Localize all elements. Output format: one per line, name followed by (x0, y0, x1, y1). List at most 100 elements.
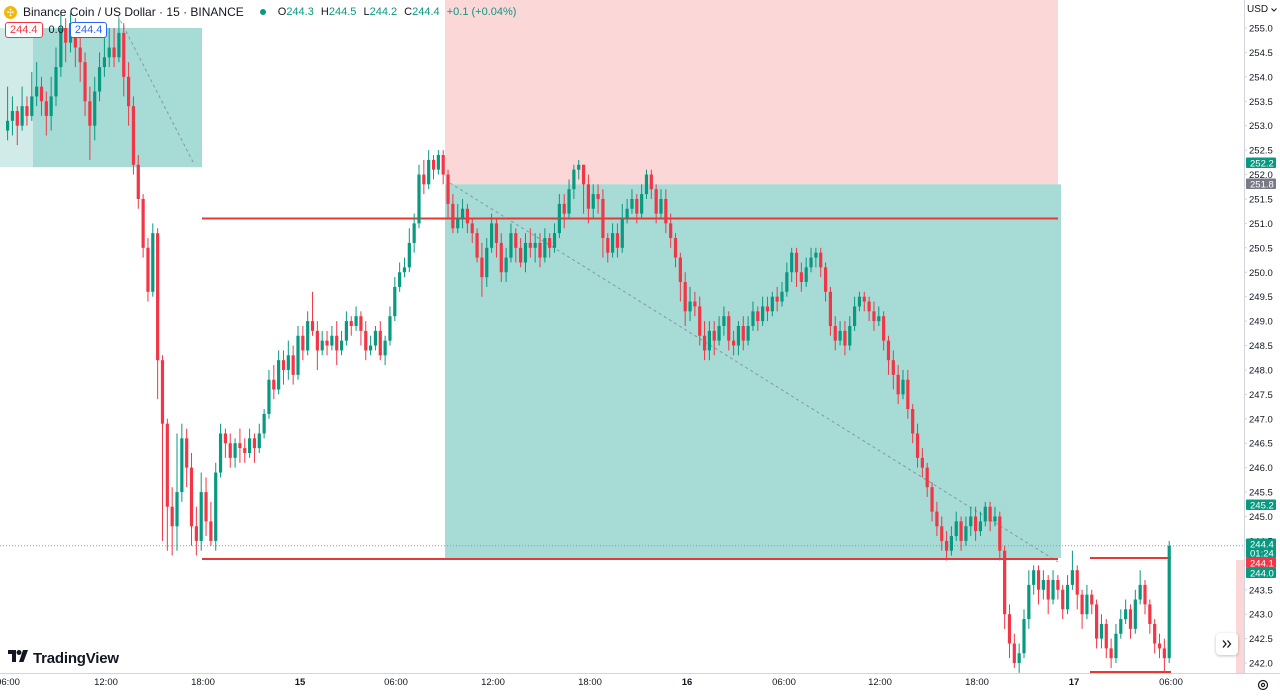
candle-up (233, 443, 237, 458)
candle-down (378, 330, 382, 356)
candle-down (252, 438, 257, 449)
candle-up (35, 86, 39, 97)
candle-up (436, 155, 440, 170)
price-axis-label: 244.1 (1250, 559, 1274, 570)
candle-down (635, 198, 639, 214)
candle-up (978, 521, 983, 532)
tradingview-logo[interactable]: TradingView (8, 649, 119, 667)
candle-down (959, 521, 963, 541)
candle-up (296, 335, 300, 375)
candle-down (44, 101, 48, 116)
price-axis-bg (1244, 0, 1280, 698)
candle-down (1157, 643, 1162, 649)
candle-down (25, 106, 29, 116)
candle-down (548, 238, 552, 248)
x-tick-label: 12:00 (94, 677, 118, 688)
candle-up (504, 257, 508, 273)
buy-button[interactable]: 244.4 (69, 22, 108, 38)
candle-down (596, 194, 600, 199)
candle-down (756, 311, 760, 322)
candle-up (1065, 584, 1070, 610)
candle-up (688, 301, 692, 312)
currency-selector[interactable]: USD (1247, 4, 1277, 15)
candle-down (896, 374, 900, 395)
candle-down (281, 360, 286, 370)
candle-down (867, 301, 871, 312)
trend-line-dashed (114, 9, 194, 163)
candle-down (702, 335, 707, 351)
sell-button[interactable]: 244.4 (5, 22, 43, 38)
settings-gear-icon[interactable] (1256, 678, 1270, 692)
y-tick-label: 246.5 (1249, 439, 1273, 450)
candle-down (664, 198, 668, 224)
candle-up (1138, 584, 1142, 600)
candle-down (315, 330, 319, 351)
candle-up (102, 57, 106, 68)
price-axis-label: 251.8 (1250, 180, 1274, 191)
candle-up (611, 233, 615, 253)
position-stop-zone-right (1236, 560, 1244, 673)
candle-up (964, 526, 968, 541)
price-axis-label: 252.2 (1250, 159, 1274, 170)
tradingview-logo-text: TradingView (33, 649, 119, 667)
candle-up (1119, 619, 1123, 634)
candle-up (320, 340, 324, 351)
candle-down (935, 511, 939, 527)
candle-down (470, 223, 474, 234)
double-chevron-right-icon (1222, 637, 1232, 651)
symbol-legend: Binance Coin / US Dollar · 15 · BINANCE … (4, 3, 516, 21)
x-tick-label: 15 (295, 677, 306, 688)
candle-down (669, 223, 673, 239)
candle-up (1027, 584, 1031, 620)
candle-down (1075, 570, 1079, 595)
candle-down (727, 316, 731, 341)
y-tick-label: 254.5 (1249, 48, 1273, 59)
candle-up (620, 218, 624, 248)
candle-down (1036, 570, 1041, 590)
candle-down (673, 238, 678, 258)
candle-up (949, 536, 953, 551)
scroll-to-realtime-button[interactable] (1216, 633, 1238, 655)
candle-down (194, 526, 198, 541)
symbol-title[interactable]: Binance Coin / US Dollar · 15 · BINANCE (23, 5, 244, 19)
y-tick-label: 245.5 (1249, 488, 1273, 499)
candle-up (983, 506, 987, 522)
candle-down (799, 272, 803, 283)
candle-down (794, 252, 799, 273)
candle-up (175, 492, 179, 527)
candle-down (238, 443, 242, 449)
ohlc-high: 244.5 (328, 6, 357, 18)
candle-down (185, 438, 189, 468)
candle-down (944, 540, 949, 551)
candle-down (872, 311, 876, 322)
candle-up (1167, 545, 1171, 659)
y-tick-label: 252.5 (1249, 146, 1273, 157)
candle-up (567, 189, 571, 214)
candle-up (354, 316, 358, 326)
candle-up (533, 242, 537, 248)
candle-down (649, 174, 653, 190)
candle-up (785, 272, 789, 292)
candle-down (1095, 604, 1099, 639)
candle-down (422, 174, 426, 185)
candle-down (843, 330, 847, 346)
x-tick-label: 06:00 (1159, 677, 1183, 688)
x-tick-label: 18:00 (191, 677, 215, 688)
y-tick-label: 247.5 (1249, 390, 1273, 401)
candle-up (993, 516, 997, 522)
candle-up (523, 242, 528, 263)
y-tick-label: 245.0 (1249, 512, 1273, 523)
candle-down (693, 301, 697, 307)
y-tick-label: 253.5 (1249, 97, 1273, 108)
candle-up (1070, 570, 1074, 585)
candle-up (630, 198, 634, 209)
candle-down (64, 28, 68, 43)
candle-down (499, 242, 503, 273)
price-axis-label: 01:24 (1250, 549, 1274, 560)
candle-up (97, 67, 102, 92)
position-stop-zone (445, 0, 1058, 185)
market-status-dot (259, 9, 266, 15)
candle-up (901, 379, 905, 395)
candle-down (1090, 594, 1094, 605)
